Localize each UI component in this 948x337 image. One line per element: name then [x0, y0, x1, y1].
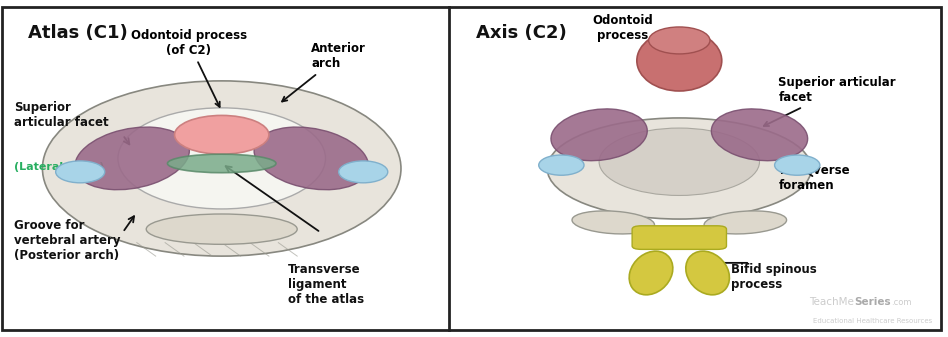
Ellipse shape: [56, 161, 104, 183]
Text: Transverse
ligament
of the atlas: Transverse ligament of the atlas: [288, 263, 364, 306]
Ellipse shape: [637, 30, 721, 91]
Text: Superior articular
facet: Superior articular facet: [764, 76, 896, 126]
Text: Groove for
vertebral artery
(Posterior arch): Groove for vertebral artery (Posterior a…: [14, 219, 120, 262]
Ellipse shape: [538, 155, 584, 175]
Ellipse shape: [174, 115, 269, 154]
Ellipse shape: [648, 27, 710, 54]
Text: .com: .com: [891, 298, 912, 307]
Text: Anterior
arch: Anterior arch: [283, 42, 366, 101]
Text: Transverse
foramen: Transverse foramen: [778, 164, 851, 192]
Ellipse shape: [711, 109, 808, 161]
Text: Axis (C2): Axis (C2): [477, 24, 567, 41]
Text: Odontoid process
(of C2): Odontoid process (of C2): [131, 29, 246, 107]
Text: Series: Series: [854, 297, 890, 307]
Text: TeachMe: TeachMe: [809, 297, 854, 307]
Text: Superior
articular facet: Superior articular facet: [14, 101, 109, 129]
Ellipse shape: [75, 127, 190, 190]
Ellipse shape: [547, 118, 811, 219]
Ellipse shape: [599, 128, 759, 195]
Ellipse shape: [704, 211, 787, 234]
Text: Educational Healthcare Resources: Educational Healthcare Resources: [813, 317, 932, 324]
Ellipse shape: [43, 81, 401, 256]
Ellipse shape: [775, 155, 820, 175]
Ellipse shape: [685, 251, 729, 295]
FancyBboxPatch shape: [632, 226, 726, 249]
Ellipse shape: [146, 214, 297, 244]
Ellipse shape: [254, 127, 369, 190]
Text: Atlas (C1): Atlas (C1): [28, 24, 128, 41]
Text: Odontoid
process: Odontoid process: [592, 14, 675, 42]
Text: Bifid spinous
process: Bifid spinous process: [731, 263, 817, 291]
Ellipse shape: [551, 109, 647, 161]
Text: (Lateral mass): (Lateral mass): [14, 162, 104, 172]
Ellipse shape: [118, 108, 325, 209]
Ellipse shape: [572, 211, 654, 234]
Ellipse shape: [338, 161, 388, 183]
Ellipse shape: [168, 154, 276, 173]
Ellipse shape: [629, 251, 673, 295]
